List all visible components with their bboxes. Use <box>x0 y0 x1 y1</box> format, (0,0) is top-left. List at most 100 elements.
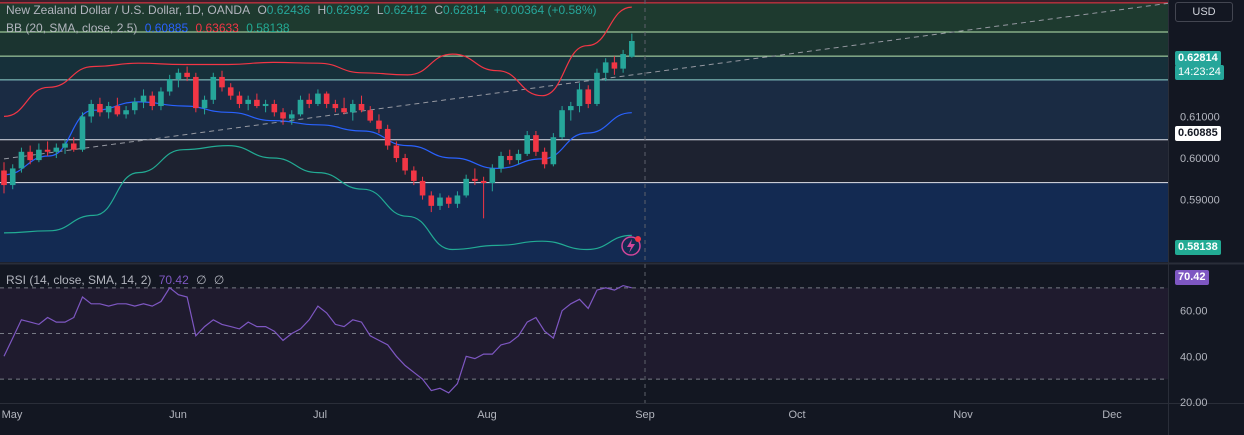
lightning-icon[interactable] <box>621 236 641 256</box>
candle-body <box>463 178 469 196</box>
candle <box>193 72 199 113</box>
bb-lower-line <box>3 144 632 251</box>
candle <box>219 70 225 92</box>
candle-body <box>323 93 330 104</box>
candle-body <box>140 95 147 102</box>
candle <box>227 83 234 100</box>
candle <box>393 141 400 163</box>
candle <box>288 110 295 125</box>
candle <box>620 49 626 73</box>
zone-band-6 <box>0 182 1168 262</box>
candle-body <box>611 62 618 69</box>
candle <box>506 149 513 165</box>
candle <box>79 112 86 152</box>
rsi-legend[interactable]: RSI (14, close, SMA, 14, 2) 70.42 ∅ ∅ <box>6 273 228 287</box>
low-label: L <box>376 3 384 17</box>
time-axis-label: Jun <box>169 409 187 421</box>
lightning-bolt <box>627 239 635 253</box>
candle <box>559 106 565 140</box>
candle-body <box>376 120 382 129</box>
candle <box>602 58 609 82</box>
candle-body <box>114 106 121 115</box>
candle <box>472 168 478 186</box>
candle <box>323 91 330 109</box>
time-axis-label: Jul <box>313 409 327 421</box>
time-axis-label: Dec <box>1102 409 1122 421</box>
candle-body <box>332 103 339 109</box>
price-axis-label: 0.61000 <box>1180 111 1220 123</box>
candle <box>524 131 530 156</box>
candle <box>576 83 583 113</box>
candle-body <box>62 143 68 148</box>
candle <box>437 193 443 211</box>
candle-body <box>53 147 60 152</box>
rsi-axis-label: 60.00 <box>1180 306 1208 318</box>
zone-band-2 <box>0 32 1168 57</box>
candle-body <box>480 180 487 183</box>
candle <box>280 108 286 125</box>
candle-body <box>559 110 565 138</box>
candle <box>36 143 42 163</box>
candle-body <box>27 151 33 161</box>
candle-body <box>123 110 129 115</box>
candle <box>350 99 356 121</box>
candle-body <box>576 89 583 107</box>
currency-button[interactable]: USD <box>1175 2 1233 22</box>
candle-body <box>105 106 112 113</box>
candle <box>149 91 156 111</box>
candle-body <box>227 87 234 96</box>
open-value: 0.62436 <box>266 3 311 17</box>
bb-legend[interactable]: BB (20, SMA, close, 2.5) 0.60885 0.63633… <box>6 21 294 35</box>
candle <box>9 164 16 190</box>
candle-body <box>166 79 173 92</box>
candle <box>533 131 539 156</box>
candle <box>463 174 469 198</box>
trend-line <box>3 2 1169 160</box>
candle-body <box>629 41 635 57</box>
close-label: C <box>434 3 444 17</box>
candle <box>1 162 7 194</box>
countdown-badge: 14:23:24 <box>1175 65 1224 80</box>
candle <box>245 95 251 111</box>
low-value: 0.62412 <box>383 3 427 17</box>
candle <box>541 147 548 169</box>
candle-body <box>70 143 77 150</box>
time-axis-label: Nov <box>953 409 973 421</box>
candle-body <box>9 168 16 186</box>
time-axis-label: Sep <box>635 409 655 421</box>
candle <box>105 101 112 119</box>
candle <box>332 99 339 113</box>
zone-band-5 <box>0 139 1168 183</box>
candle <box>44 141 51 156</box>
symbol-legend[interactable]: New Zealand Dollar / U.S. Dollar, 1D, OA… <box>6 3 601 17</box>
candle <box>254 93 260 109</box>
candle <box>18 147 25 173</box>
candle-body <box>175 72 182 80</box>
rsi-value: 70.42 <box>158 273 189 287</box>
candle-body <box>498 155 504 169</box>
candle <box>419 176 426 200</box>
candle-body <box>402 158 408 171</box>
rsi-sym2: ∅ <box>213 273 225 287</box>
candle <box>594 68 600 107</box>
candle <box>70 137 77 152</box>
candle <box>568 101 574 121</box>
bb-lower-value: 0.58138 <box>246 21 290 35</box>
candle-body <box>297 99 304 115</box>
candle <box>489 164 496 192</box>
candle <box>611 56 618 75</box>
candle-body <box>236 95 243 104</box>
candle-body <box>550 137 557 165</box>
candle <box>123 106 129 119</box>
bb-label: BB (20, SMA, close, 2.5) <box>6 21 138 35</box>
candle-body <box>541 151 548 165</box>
candle <box>97 97 103 117</box>
candle-body <box>454 195 461 204</box>
bb-lower-badge: 0.58138 <box>1175 240 1221 255</box>
candle-body <box>79 116 86 150</box>
candle-body <box>97 103 103 113</box>
candle-body <box>288 114 295 119</box>
rsi-badge: 70.42 <box>1175 270 1209 285</box>
